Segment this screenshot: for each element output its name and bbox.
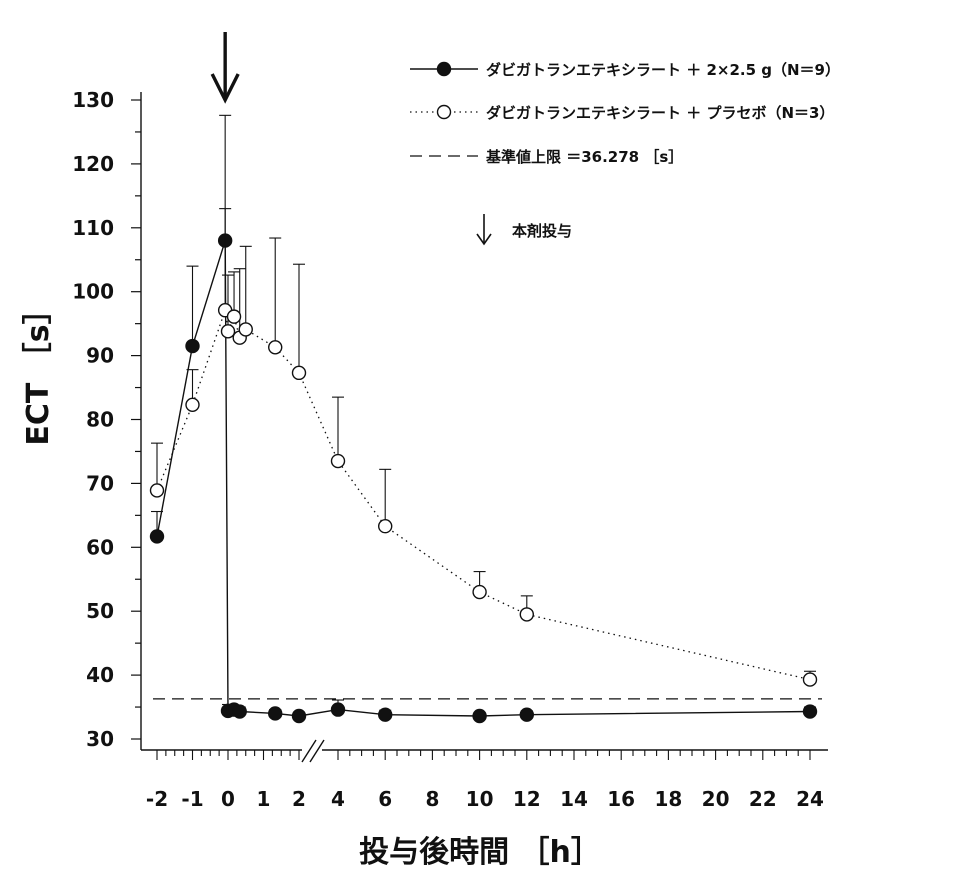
y-axis-title: ECT ［s］ [21, 294, 56, 445]
data-point-open [268, 340, 283, 355]
x-tick-label: 22 [749, 787, 777, 811]
x-tick-label: 1 [257, 787, 271, 811]
axis-break-mark [309, 739, 325, 763]
data-point-open [149, 483, 165, 498]
x-tick-label: -1 [181, 787, 203, 811]
legend-filled-marker [436, 61, 452, 77]
legend-open-label: ダビガトランエテキシラート ＋ プラセボ（N＝3） [486, 104, 834, 122]
data-point-filled [268, 706, 283, 721]
y-tick-label: 70 [86, 471, 114, 495]
data-point-filled [472, 708, 487, 724]
y-tick-label: 80 [86, 408, 114, 432]
data-point-open [226, 309, 242, 324]
x-tick-label: 6 [378, 787, 392, 811]
y-tick-label: 110 [72, 216, 114, 240]
data-point-open [185, 397, 200, 413]
x-tick-label: 0 [221, 787, 235, 811]
y-tick-label: 30 [86, 727, 114, 751]
series-filled-line [156, 240, 811, 717]
x-tick-label: 18 [654, 787, 682, 811]
x-tick-label: 24 [796, 787, 824, 811]
data-point-open [291, 365, 307, 381]
dose-arrow-head [210, 73, 240, 104]
y-tick-label: 100 [72, 280, 114, 304]
x-tick-label: 8 [425, 787, 439, 811]
y-tick-label: 50 [86, 599, 114, 623]
legend-filled-label: ダビガトランエテキシラート ＋ 2×2.5 g（N＝9） [486, 61, 840, 79]
legend: ダビガトランエテキシラート ＋ 2×2.5 g（N＝9） ダビガトランエテキシラ… [410, 61, 840, 246]
x-tick-label: 4 [331, 787, 345, 811]
x-axis-title: 投与後時間 ［h］ [359, 835, 601, 870]
y-tick-label: 40 [86, 663, 114, 687]
x-tick-label: -2 [146, 787, 168, 811]
data-marks-group [149, 32, 822, 724]
data-point-open [238, 322, 253, 337]
data-point-filled [330, 702, 346, 717]
data-point-filled [802, 704, 818, 719]
data-point-open [802, 672, 818, 687]
data-point-open [472, 584, 487, 600]
data-point-open [220, 324, 236, 339]
y-tick-label: 90 [86, 344, 114, 368]
series-open-line [156, 309, 811, 681]
y-tick-label: 60 [86, 535, 114, 559]
legend-dose-arrow-icon [476, 214, 492, 246]
x-tick-label: 10 [466, 787, 494, 811]
data-point-filled [519, 707, 534, 722]
x-tick-label: 20 [702, 787, 730, 811]
axis-break-mark [301, 739, 317, 763]
legend-dose-label: 本剤投与 [512, 222, 572, 240]
legend-open-marker [436, 104, 452, 120]
data-point-open [330, 453, 346, 469]
y-tick-label: 130 [72, 88, 114, 112]
data-point-filled [232, 704, 247, 719]
data-point-filled [378, 707, 393, 722]
data-point-open [519, 607, 534, 622]
y-tick-label: 120 [72, 152, 114, 176]
x-tick-label: 14 [560, 787, 588, 811]
x-tick-label: 2 [292, 787, 306, 811]
data-point-filled [185, 338, 200, 354]
data-point-filled [149, 529, 165, 544]
data-point-filled [291, 708, 307, 724]
x-tick-label: 12 [513, 787, 541, 811]
legend-reference-label: 基準値上限 ＝36.278 ［s］ [485, 148, 683, 166]
data-point-open [378, 519, 393, 534]
x-tick-label: 16 [607, 787, 635, 811]
